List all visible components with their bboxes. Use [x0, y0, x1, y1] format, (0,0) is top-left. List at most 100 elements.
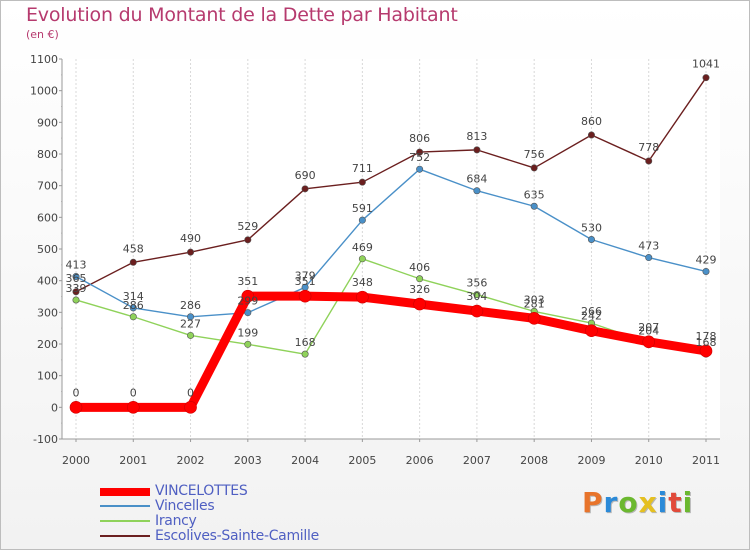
y-tick-label: 900	[37, 116, 58, 129]
data-label: 303	[524, 293, 545, 306]
legend-label: VINCELOTTES	[155, 483, 248, 499]
logo-letter: o	[618, 486, 639, 519]
data-point	[358, 178, 366, 186]
data-label: 204	[638, 325, 659, 338]
logo-letter: i	[657, 486, 669, 519]
data-point	[358, 255, 366, 263]
data-label: 178	[696, 330, 717, 343]
x-tick-label: 2010	[635, 454, 663, 467]
proxiti-logo: Proxiti	[582, 486, 693, 519]
data-label: 752	[409, 151, 430, 164]
data-label: 351	[295, 275, 316, 288]
data-label: 168	[696, 336, 717, 349]
chart-title: Evolution du Montant de la Dette par Hab…	[26, 4, 458, 26]
legend-swatch-vincelottes	[100, 488, 150, 496]
data-label: 286	[123, 299, 144, 312]
series-line-vincelottes	[76, 291, 707, 412]
data-label: 591	[352, 202, 373, 215]
data-point	[587, 236, 595, 244]
data-label: 413	[66, 259, 87, 272]
data-label: 635	[524, 188, 545, 201]
x-tick-label: 2004	[291, 454, 319, 467]
data-label: 314	[123, 290, 144, 303]
x-tick-label: 2011	[692, 454, 720, 467]
data-point	[585, 324, 598, 338]
data-label: 379	[295, 269, 316, 282]
legend-label: Escolives-Sainte-Camille	[155, 528, 319, 544]
data-point	[473, 291, 481, 299]
data-point	[358, 216, 366, 224]
data-label: 473	[638, 240, 659, 253]
x-tick-label: 2008	[520, 454, 548, 467]
x-tick-label: 2006	[406, 454, 434, 467]
data-label: 199	[237, 326, 258, 339]
series-line-escolives-sainte-camille	[75, 77, 707, 293]
data-point	[470, 304, 484, 318]
data-point	[642, 335, 656, 349]
y-tick-label: 0	[51, 401, 58, 414]
x-tick-label: 2007	[463, 454, 491, 467]
x-tick-label: 2000	[62, 454, 90, 467]
data-point	[241, 289, 255, 303]
data-point	[187, 331, 195, 339]
data-point	[129, 313, 137, 321]
data-point	[416, 275, 424, 283]
data-label: 286	[180, 299, 201, 312]
y-tick-label: 700	[37, 180, 58, 193]
data-point	[473, 187, 481, 195]
data-point	[72, 296, 80, 304]
data-label: 756	[524, 148, 545, 161]
series-line-irancy	[75, 258, 707, 355]
data-label: 242	[581, 310, 602, 323]
y-tick-label: 400	[37, 275, 58, 288]
data-label: 365	[66, 272, 87, 285]
data-label: 348	[352, 276, 373, 289]
y-tick-label: 200	[37, 338, 58, 351]
data-point	[530, 202, 538, 210]
logo-letter: i	[682, 486, 694, 519]
data-point	[416, 165, 424, 173]
data-point	[702, 267, 710, 275]
x-tick-label: 2003	[234, 454, 262, 467]
data-point	[416, 148, 424, 156]
data-label: 227	[180, 317, 201, 330]
y-tick-label: 300	[37, 306, 58, 319]
data-point	[244, 236, 252, 244]
y-tick-label: 1000	[30, 85, 58, 98]
x-tick-label: 2005	[348, 454, 376, 467]
data-label: 860	[581, 115, 602, 128]
data-point	[244, 340, 252, 348]
data-point	[69, 401, 83, 414]
data-label: 351	[237, 275, 258, 288]
data-point	[356, 290, 369, 304]
data-point	[126, 401, 140, 414]
data-point	[587, 131, 595, 139]
legend-label: Vincelles	[155, 498, 215, 514]
data-label: 168	[295, 336, 316, 349]
data-label: 0	[73, 386, 80, 399]
data-point	[530, 164, 538, 172]
data-point	[72, 273, 80, 281]
data-point	[527, 312, 541, 325]
logo-letter: r	[603, 486, 619, 519]
data-label: 458	[123, 242, 144, 255]
data-label: 530	[581, 222, 602, 235]
plot-area	[62, 59, 720, 439]
data-label: 0	[187, 386, 194, 399]
chart-unit: (en €)	[26, 28, 59, 41]
data-point	[184, 401, 197, 414]
data-label: 806	[409, 132, 430, 145]
data-point	[699, 344, 713, 358]
data-label: 281	[524, 297, 545, 310]
data-label: 813	[466, 130, 487, 143]
data-label: 304	[466, 290, 487, 303]
data-point	[129, 258, 137, 266]
data-label: 299	[237, 295, 258, 308]
data-point	[645, 254, 653, 262]
y-tick-label: 100	[37, 370, 58, 383]
data-point	[72, 288, 80, 296]
y-tick-label: -100	[33, 433, 58, 446]
legend-swatch-vincelles	[100, 505, 150, 507]
data-point	[413, 297, 426, 311]
